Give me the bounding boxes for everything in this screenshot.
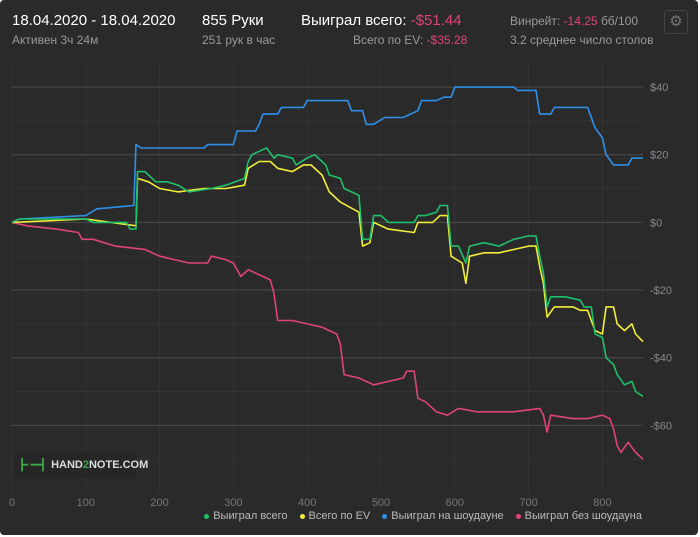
x-tick-label: 700 bbox=[519, 497, 537, 509]
y-tick-label: $40 bbox=[650, 82, 668, 94]
x-tick-label: 200 bbox=[150, 497, 168, 509]
series-line-1 bbox=[11, 160, 644, 343]
x-tick-label: 400 bbox=[298, 497, 316, 509]
gear-icon[interactable]: ⚙ bbox=[664, 10, 688, 34]
y-tick-label: $0 bbox=[650, 217, 662, 229]
x-tick-label: 0 bbox=[9, 497, 15, 509]
ev-total: Всего по EV: -$35.28 bbox=[353, 33, 467, 47]
ev-value: -$35.28 bbox=[426, 33, 468, 47]
legend-item[interactable]: Выиграл на шоудауне bbox=[382, 510, 504, 522]
series-line-3 bbox=[11, 221, 644, 460]
legend-item[interactable]: Всего по EV bbox=[299, 510, 370, 522]
legend-item[interactable]: Выиграл всего bbox=[204, 510, 288, 522]
y-tick-label: -$20 bbox=[650, 285, 672, 297]
x-tick-label: 600 bbox=[446, 497, 464, 509]
legend-item[interactable]: Выиграл без шоудауна bbox=[515, 510, 642, 522]
x-tick-label: 100 bbox=[77, 497, 95, 509]
hand2note-logo: ⊦⊣ HAND2NOTE.COM bbox=[14, 452, 148, 478]
ev-label: Всего по EV: bbox=[353, 33, 424, 47]
winrate-value: -14.25 bbox=[563, 14, 598, 28]
legend-dot bbox=[204, 513, 210, 519]
legend-dot bbox=[515, 513, 521, 519]
winrate: Винрейт: -14.25 бб/100 bbox=[510, 14, 638, 28]
hands-per-hour: 251 рук в час bbox=[202, 33, 276, 47]
series-line-0 bbox=[11, 147, 644, 398]
x-tick-label: 800 bbox=[593, 497, 611, 509]
y-tick-label: -$40 bbox=[650, 353, 672, 365]
won-value: -$51.44 bbox=[410, 12, 462, 29]
winrate-unit: бб/100 bbox=[600, 14, 639, 28]
y-tick-label: $20 bbox=[650, 150, 668, 162]
y-tick-label: -$60 bbox=[650, 420, 672, 432]
won-total: Выиграл всего: -$51.44 bbox=[301, 12, 462, 29]
x-tick-label: 300 bbox=[224, 497, 242, 509]
legend: Выиграл всего Всего по EV Выиграл на шоу… bbox=[204, 510, 642, 522]
hands-count: 855 Руки bbox=[202, 12, 264, 29]
series-line-2 bbox=[11, 86, 643, 224]
logo-text: HAND2NOTE.COM bbox=[51, 459, 149, 471]
legend-dot bbox=[382, 513, 388, 519]
date-range: 18.04.2020 - 18.04.2020 bbox=[12, 12, 176, 29]
winrate-label: Винрейт: bbox=[510, 14, 561, 28]
won-label: Выиграл всего: bbox=[301, 12, 407, 29]
legend-dot bbox=[299, 513, 305, 519]
active-time: Активен 3ч 24м bbox=[12, 33, 99, 47]
logo-icon: ⊦⊣ bbox=[20, 454, 46, 475]
avg-tables: 3.2 среднее число столов bbox=[510, 33, 654, 47]
x-tick-label: 500 bbox=[372, 497, 390, 509]
